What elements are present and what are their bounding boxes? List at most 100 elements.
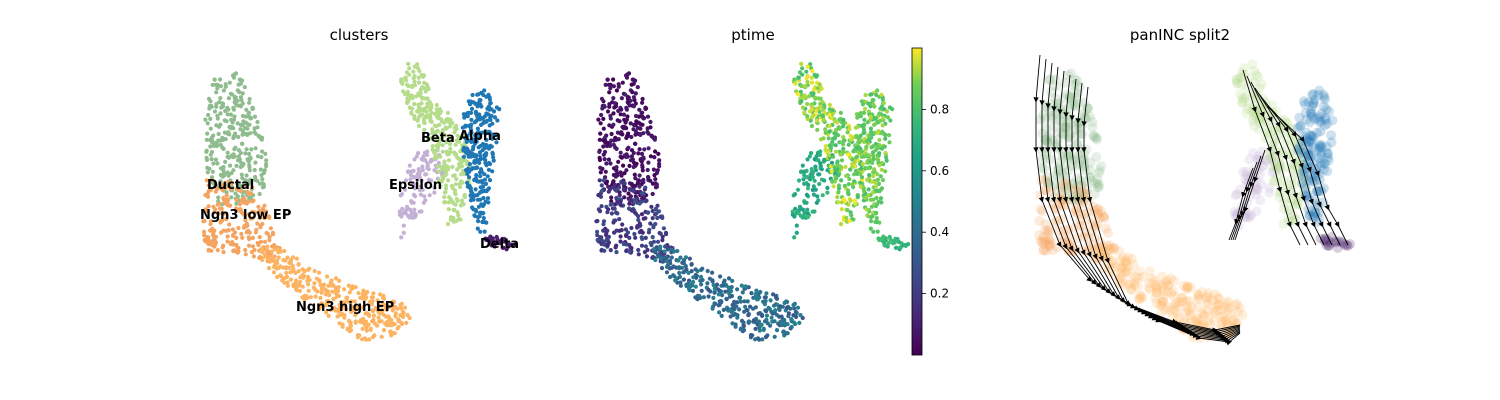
point-ngn3-high-ep <box>337 278 342 283</box>
ptime-point <box>631 95 637 100</box>
point-ductal <box>237 77 242 82</box>
ptime-point <box>605 243 610 248</box>
ptime-point <box>865 166 871 171</box>
point-ngn3-high-ep <box>326 313 331 318</box>
ptime-point <box>640 168 645 173</box>
ptime-point <box>730 302 735 307</box>
point-alpha <box>475 130 481 135</box>
point-epsilon <box>406 169 411 174</box>
paninc-point <box>1158 297 1169 308</box>
point-alpha <box>484 163 489 168</box>
ptime-point <box>814 200 819 205</box>
point-ngn3-low-ep <box>267 238 272 243</box>
ptime-point <box>630 183 635 188</box>
ptime-point <box>607 104 612 109</box>
point-ductal <box>242 85 247 90</box>
point-ductal <box>235 121 240 126</box>
ptime-point <box>671 273 676 278</box>
point-beta <box>442 195 447 200</box>
ptime-point <box>689 269 694 274</box>
ptime-point <box>668 274 673 280</box>
point-ngn3-low-ep <box>258 254 263 260</box>
point-beta <box>425 101 430 106</box>
point-ngn3-low-ep <box>260 221 265 227</box>
point-ngn3-low-ep <box>238 208 243 213</box>
cluster-label-alpha: Alpha <box>459 129 501 144</box>
point-ngn3-high-ep <box>291 283 296 289</box>
ptime-point <box>793 206 798 211</box>
point-ngn3-high-ep <box>361 297 366 302</box>
paninc-point <box>1231 74 1242 85</box>
paninc-point <box>1331 237 1342 248</box>
ptime-point <box>862 117 867 122</box>
ptime-point <box>613 135 618 140</box>
ptime-point <box>828 164 833 169</box>
point-ngn3-low-ep <box>255 221 260 226</box>
paninc-point <box>1039 235 1050 246</box>
paninc-point <box>1074 82 1085 93</box>
cluster-label-ngn3-high-ep: Ngn3 high EP <box>296 300 394 315</box>
ptime-point <box>648 221 653 226</box>
ptime-point <box>778 304 783 309</box>
ptime-point <box>804 200 809 205</box>
point-ductal <box>243 178 248 183</box>
ptime-point <box>595 233 600 238</box>
ptime-point <box>629 154 635 159</box>
ptime-point <box>624 105 629 110</box>
ptime-point <box>804 69 809 74</box>
point-ngn3-high-ep <box>327 293 332 298</box>
ptime-point <box>865 177 870 183</box>
point-beta <box>457 135 462 140</box>
ptime-point <box>606 82 612 87</box>
paninc-point <box>1241 90 1252 101</box>
point-alpha <box>466 99 471 104</box>
ptime-point <box>611 111 616 116</box>
ptime-point <box>900 243 905 248</box>
point-alpha <box>476 219 481 224</box>
point-alpha <box>486 200 491 205</box>
paninc-point <box>1235 302 1245 313</box>
point-ngn3-high-ep <box>360 291 365 297</box>
point-ductal <box>240 91 245 96</box>
ptime-point <box>614 195 619 201</box>
ptime-point <box>825 168 830 173</box>
point-ductal <box>236 154 241 159</box>
point-ductal <box>218 77 223 82</box>
ptime-point <box>611 84 617 89</box>
point-beta <box>411 69 416 74</box>
point-alpha <box>473 187 478 192</box>
point-beta <box>440 128 446 133</box>
point-beta <box>454 126 459 132</box>
point-ngn3-high-ep <box>323 303 328 308</box>
ptime-point <box>637 173 642 178</box>
ptime-point <box>799 61 804 66</box>
point-ductal <box>228 126 233 131</box>
point-alpha <box>470 195 475 200</box>
ptime-point <box>754 288 759 293</box>
point-ngn3-low-ep <box>240 199 245 204</box>
paninc-point <box>1341 240 1352 250</box>
point-alpha <box>475 126 480 131</box>
point-ductal <box>240 176 245 181</box>
point-ductal <box>214 123 219 128</box>
point-delta <box>504 247 509 252</box>
ptime-point <box>768 298 773 303</box>
point-alpha <box>475 114 480 119</box>
point-ductal <box>236 148 242 153</box>
ptime-point <box>599 204 604 209</box>
point-ductal <box>228 112 233 117</box>
ptime-point <box>640 230 645 235</box>
point-ductal <box>211 161 216 166</box>
ptime-point <box>819 86 824 91</box>
ptime-point <box>894 239 899 244</box>
ptime-point <box>887 105 893 110</box>
ptime-point <box>800 315 805 321</box>
ptime-point <box>879 236 884 241</box>
paninc-point <box>1239 63 1250 74</box>
paninc-point <box>1232 77 1243 88</box>
ptime-point <box>846 152 851 157</box>
ptime-point <box>618 170 623 175</box>
point-alpha <box>474 173 479 178</box>
ptime-point <box>818 101 823 106</box>
paninc-point <box>1320 112 1331 123</box>
